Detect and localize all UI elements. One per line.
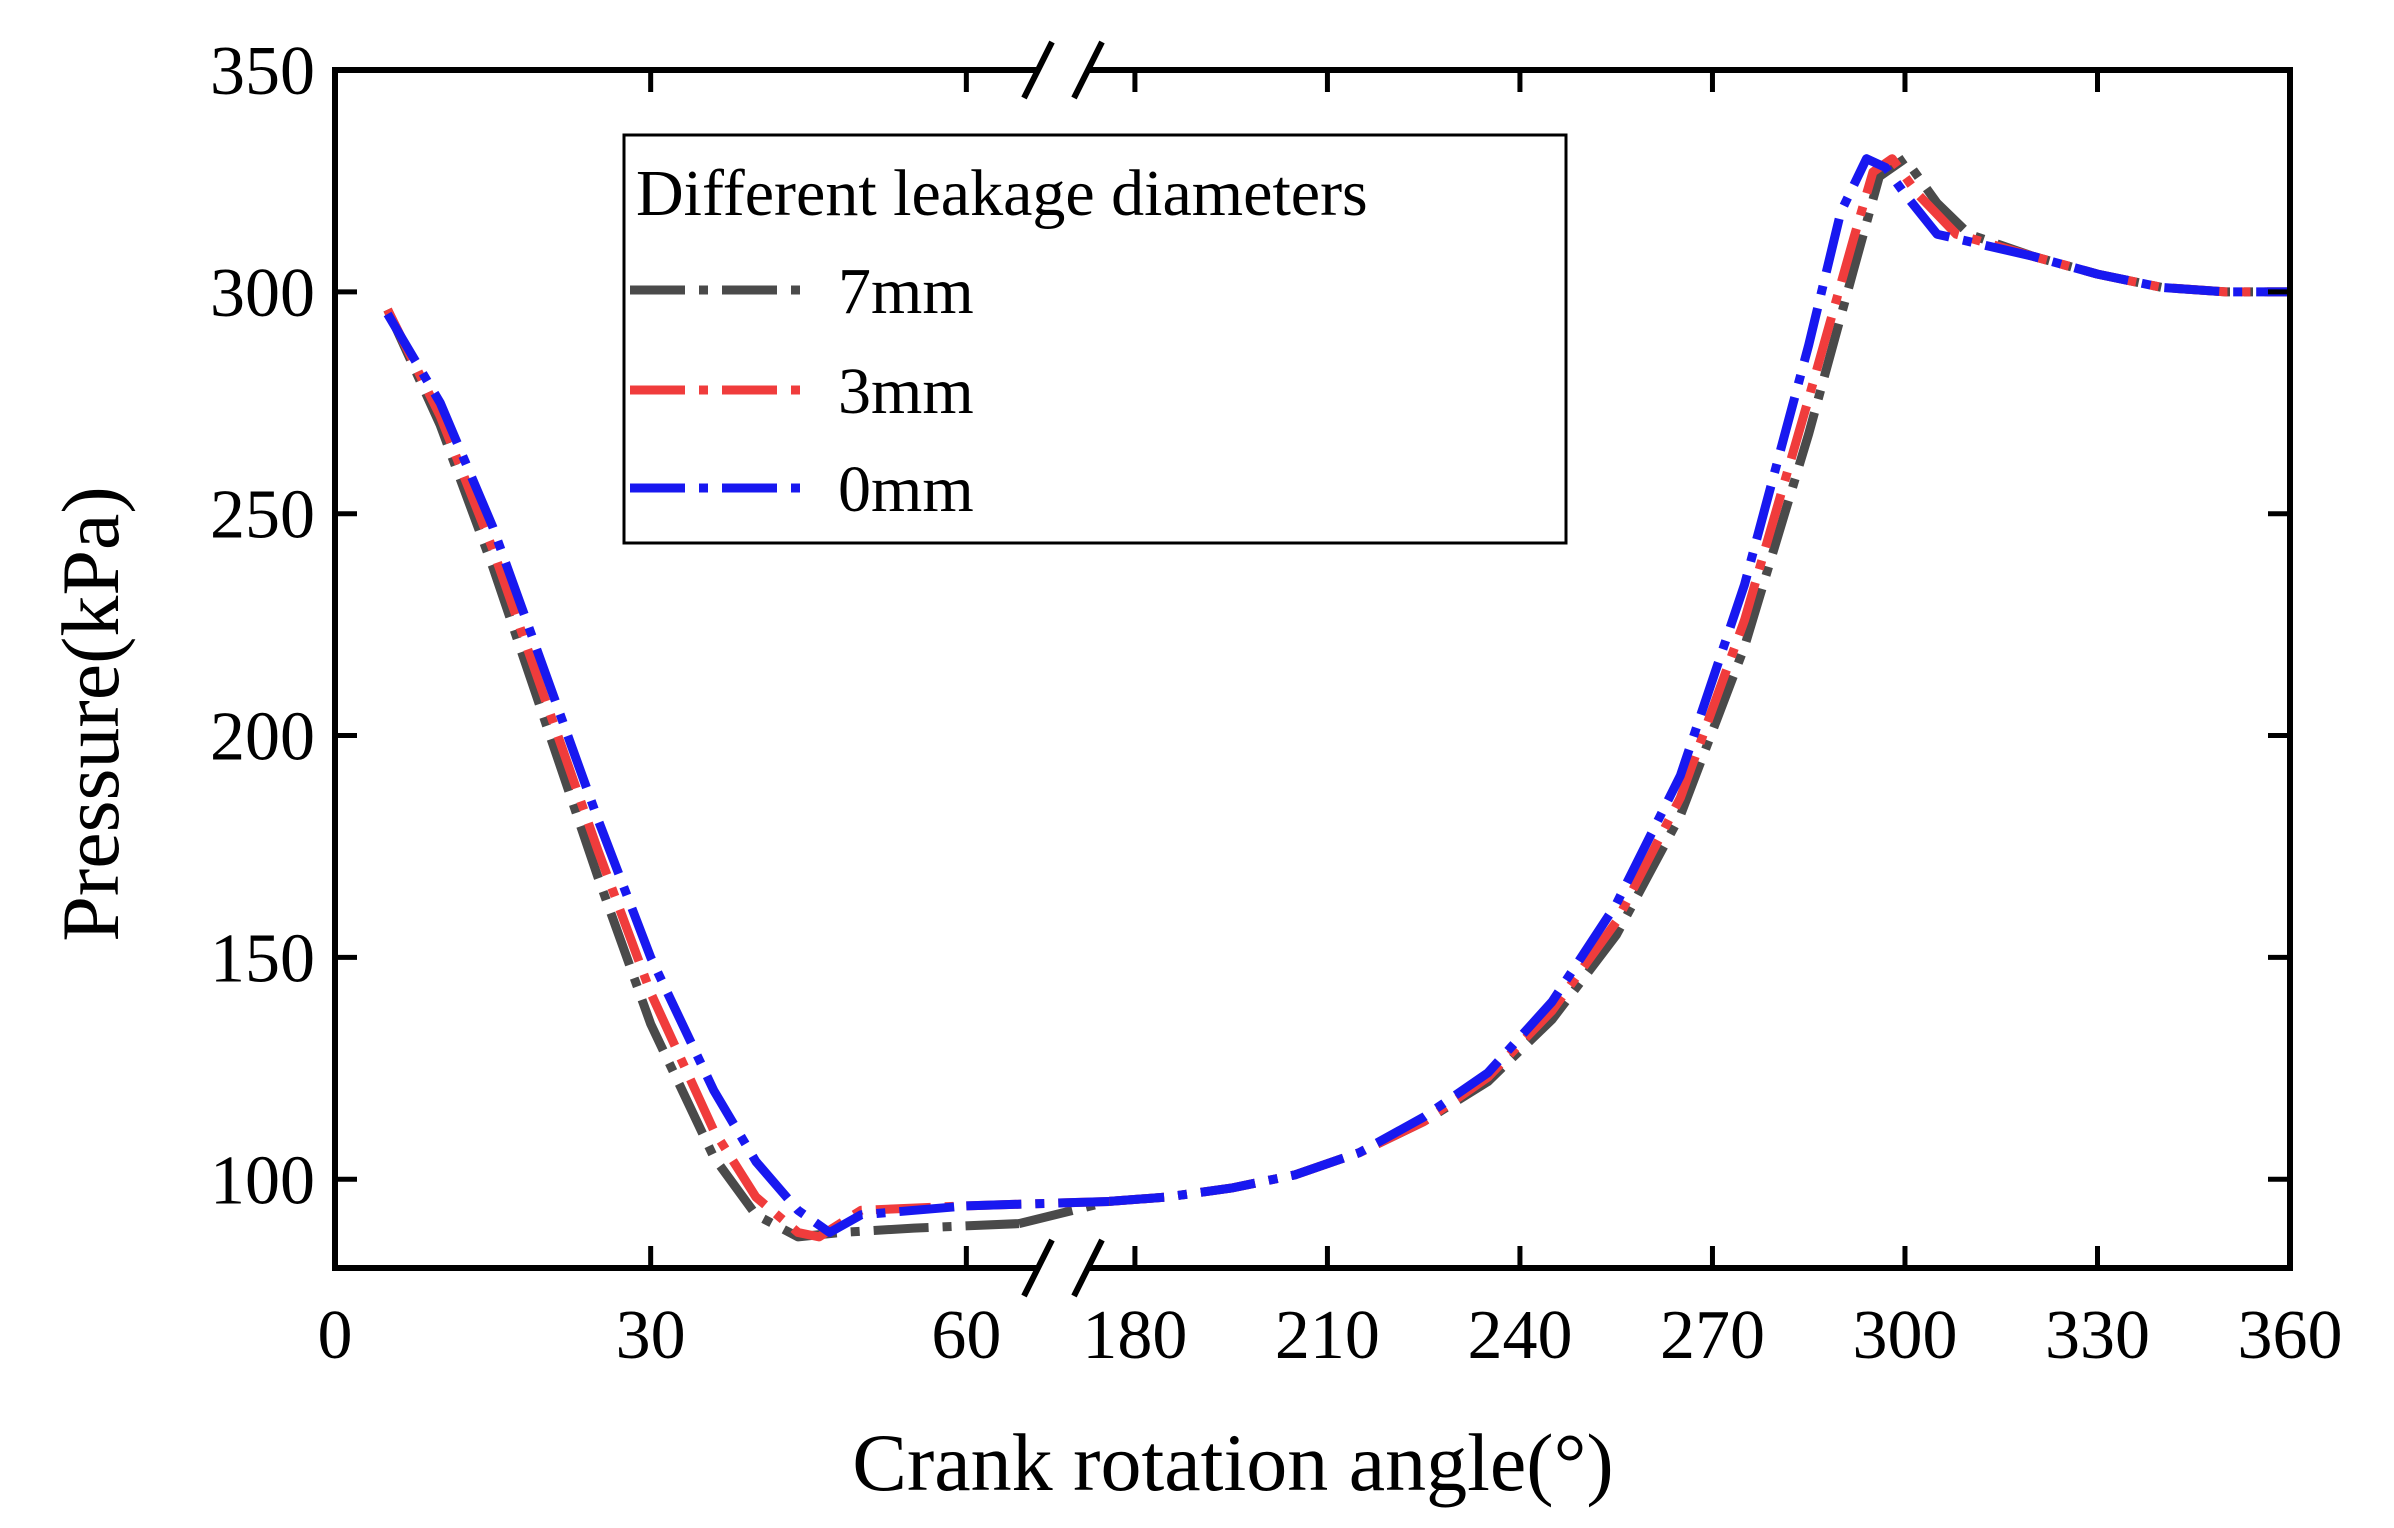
axis-break-slash-bottom-2 [1071, 1238, 1105, 1298]
axis-break-slash-bottom-1 [1021, 1238, 1055, 1298]
x-tick-label-30: 30 [616, 1297, 686, 1374]
legend: Different leakage diameters 7mm 3mm 0mm [622, 133, 1568, 545]
x-tick-label-360: 360 [2238, 1297, 2343, 1374]
legend-box [622, 133, 1568, 545]
y-tick-label-200: 200 [210, 699, 315, 776]
x-tick-label-60: 60 [931, 1297, 1001, 1374]
x-tick-label-300: 300 [1852, 1297, 1957, 1374]
x-tick-label-240: 240 [1467, 1297, 1572, 1374]
ticks-layer: 0 30 60 180 210 240 270 300 330 360 100 150 200 250 30… [210, 33, 2343, 1374]
x-tick-label-0: 0 [318, 1297, 353, 1374]
axis-break-slash-top-2 [1071, 40, 1105, 100]
series-line-0mm-right [1108, 154, 2290, 1206]
y-tick-label-300: 300 [210, 255, 315, 332]
x-tick-label-330: 330 [2045, 1297, 2150, 1374]
series-line-7mm-left [383, 307, 1020, 1242]
y-tick-label-350: 350 [210, 33, 315, 110]
legend-label-0mm: 0mm [838, 453, 974, 526]
legend-title: Different leakage diameters [636, 157, 1368, 230]
series-layer [383, 154, 2290, 1242]
legend-label-7mm: 7mm [838, 255, 974, 328]
y-tick-label-150: 150 [210, 920, 315, 997]
y-axis-title: Pressure(kPa) [45, 486, 136, 941]
axis-break-slash-top-1 [1021, 40, 1055, 100]
y-tick-label-250: 250 [210, 477, 315, 554]
x-tick-label-180: 180 [1082, 1297, 1187, 1374]
x-tick-label-210: 210 [1275, 1297, 1380, 1374]
series-line-0mm-left [383, 311, 967, 1237]
frame-layer [332, 40, 2293, 1298]
x-tick-label-270: 270 [1660, 1297, 1765, 1374]
y-tick-label-100: 100 [210, 1142, 315, 1219]
series-connector-0mm [966, 1196, 1110, 1211]
legend-label-3mm: 3mm [838, 355, 974, 428]
x-axis-title: Crank rotation angle(°) [852, 1417, 1613, 1508]
